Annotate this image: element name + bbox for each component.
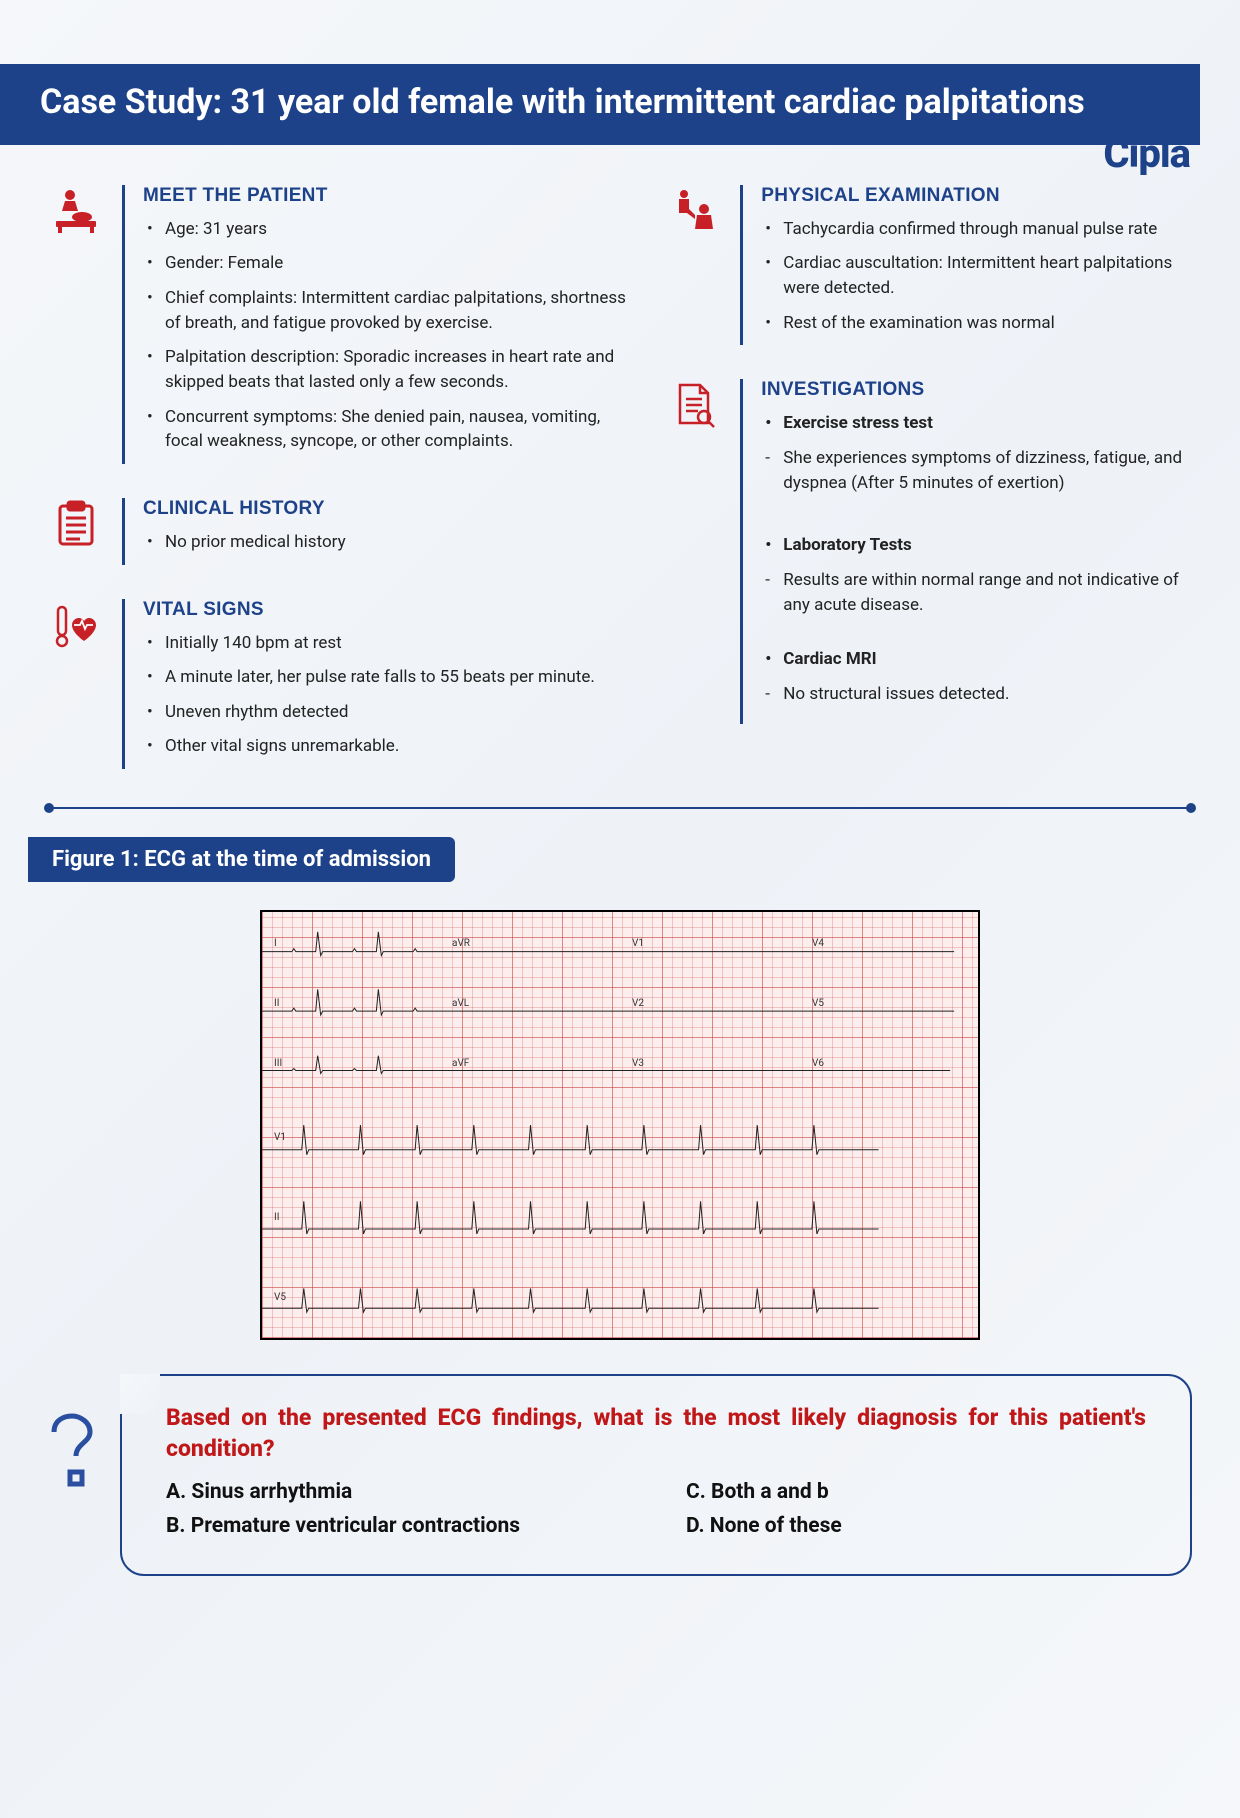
exam-icon: [666, 185, 722, 346]
patient-block: MEET THE PATIENT Age: 31 years Gender: F…: [48, 185, 626, 464]
vitals-block: VITAL SIGNS Initially 140 bpm at rest A …: [48, 599, 626, 770]
list-item: Initially 140 bpm at rest: [143, 631, 626, 656]
exam-block: PHYSICAL EXAMINATION Tachycardia confirm…: [666, 185, 1192, 346]
ecg-traces: [262, 912, 978, 1338]
option-a[interactable]: A. Sinus arrhythmia: [166, 1480, 626, 1504]
document-search-icon: [666, 379, 722, 724]
list-item: Rest of the examination was normal: [761, 311, 1192, 336]
content-area: MEET THE PATIENT Age: 31 years Gender: F…: [0, 145, 1240, 803]
list-item: Tachycardia confirmed through manual pul…: [761, 217, 1192, 242]
figure-caption: Figure 1: ECG at the time of admission: [28, 837, 455, 882]
ecg-figure: I aVR V1 V4 II aVL V2 V5 III aVF V3 V6 V…: [260, 910, 980, 1340]
clipboard-icon: [48, 498, 104, 565]
option-b[interactable]: B. Premature ventricular contractions: [166, 1514, 626, 1538]
history-title: CLINICAL HISTORY: [143, 498, 626, 520]
list-item: Uneven rhythm detected: [143, 700, 626, 725]
list-item: Age: 31 years: [143, 217, 626, 242]
list-item: Exercise stress test: [761, 411, 1192, 436]
list-item: Concurrent symptoms: She denied pain, na…: [143, 405, 626, 454]
brand-logo: Cipla: [1103, 130, 1190, 177]
patient-icon: [48, 185, 104, 464]
question-box: Based on the presented ECG findings, wha…: [120, 1374, 1192, 1576]
list-item: Palpitation description: Sporadic increa…: [143, 345, 626, 394]
list-item: Chief complaints: Intermittent cardiac p…: [143, 286, 626, 335]
list-item: No prior medical history: [143, 530, 626, 555]
list-item: Other vital signs unremarkable.: [143, 734, 626, 759]
question-prompt: Based on the presented ECG findings, wha…: [166, 1402, 1146, 1464]
list-item: Laboratory Tests: [761, 533, 1192, 558]
option-c[interactable]: C. Both a and b: [686, 1480, 1146, 1504]
page-title: Case Study: 31 year old female with inte…: [40, 82, 1170, 123]
exam-title: PHYSICAL EXAMINATION: [761, 185, 1192, 207]
list-item: She experiences symptoms of dizziness, f…: [761, 446, 1192, 495]
list-item: No structural issues detected.: [761, 682, 1192, 707]
option-d[interactable]: D. None of these: [686, 1514, 1146, 1538]
list-item: Gender: Female: [143, 251, 626, 276]
list-item: A minute later, her pulse rate falls to …: [143, 665, 626, 690]
header-bar: Case Study: 31 year old female with inte…: [0, 64, 1200, 145]
list-item: Results are within normal range and not …: [761, 568, 1192, 617]
history-block: CLINICAL HISTORY No prior medical histor…: [48, 498, 626, 565]
vitals-icon: [48, 599, 104, 770]
question-mark-icon: [40, 1412, 104, 1496]
section-divider: [48, 807, 1192, 809]
list-item: Cardiac auscultation: Intermittent heart…: [761, 251, 1192, 300]
investigations-block: INVESTIGATIONS Exercise stress test She …: [666, 379, 1192, 724]
list-item: Cardiac MRI: [761, 647, 1192, 672]
vitals-title: VITAL SIGNS: [143, 599, 626, 621]
investigations-title: INVESTIGATIONS: [761, 379, 1192, 401]
patient-title: MEET THE PATIENT: [143, 185, 626, 207]
